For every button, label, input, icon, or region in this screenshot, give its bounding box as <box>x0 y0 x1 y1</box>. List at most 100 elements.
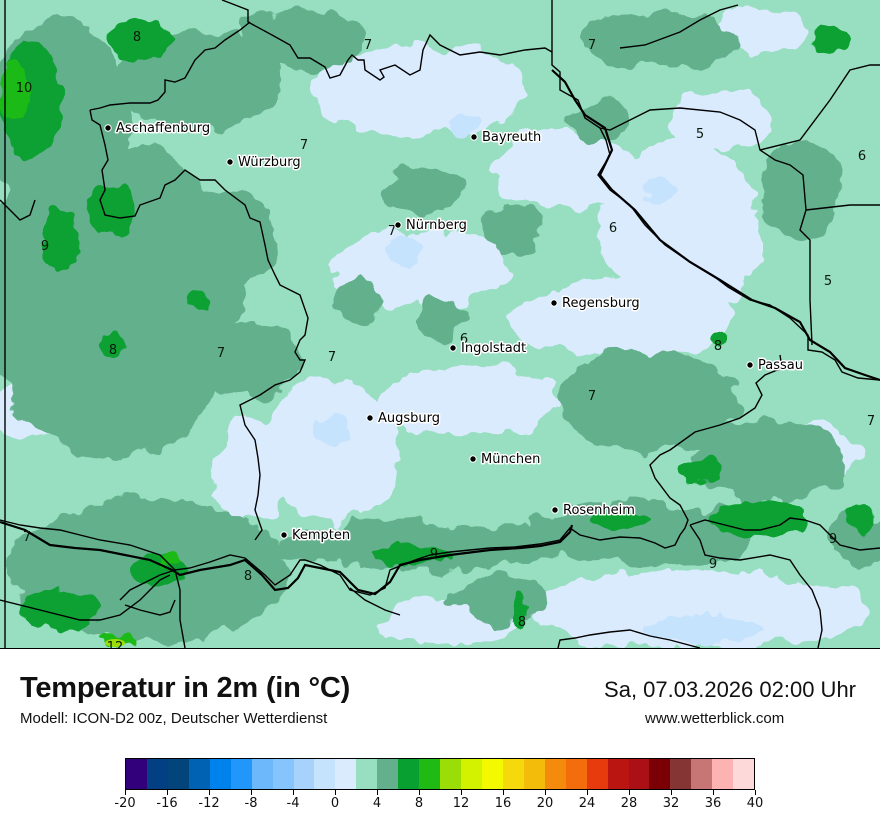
colorbar-tick-label: -16 <box>156 796 178 811</box>
colorbar-segment <box>607 759 629 789</box>
colorbar-segment <box>209 759 231 789</box>
colorbar-tick <box>670 790 672 795</box>
city-label: Passau <box>758 358 803 373</box>
contour-label: 8 <box>133 30 141 45</box>
city-label: Aschaffenburg <box>116 121 210 136</box>
colorbar-tick <box>754 790 756 795</box>
colorbar-tick <box>292 790 294 795</box>
contour-label: 7 <box>300 138 308 153</box>
contour-label: 7 <box>217 346 225 361</box>
colorbar-tick-label: 8 <box>414 796 424 811</box>
city-marker: Bayreuth <box>470 129 543 147</box>
city-dot-icon <box>104 124 112 132</box>
contour-label: 7 <box>588 38 596 53</box>
contour-label: 8 <box>109 343 117 358</box>
chart-title: Temperatur in 2m (in °C) <box>20 672 351 704</box>
colorbar-segment <box>377 759 399 789</box>
colorbar-segment <box>419 759 441 789</box>
city-marker: Würzburg <box>226 154 302 172</box>
contour-label: 7 <box>364 38 372 53</box>
colorbar-segment <box>649 759 671 789</box>
contour-label: 7 <box>328 350 336 365</box>
colorbar-ticks: -20 -16 -12 -8 -4 0 4 8 12 16 20 24 28 32 36 40 <box>114 790 763 820</box>
city-label: Regensburg <box>562 296 640 311</box>
city-dot-icon <box>449 344 457 352</box>
temperature-colorbar <box>125 758 755 790</box>
city-marker: Regensburg <box>550 295 641 313</box>
city-label: Rosenheim <box>563 503 635 518</box>
colorbar-tick <box>628 790 630 795</box>
colorbar-segment <box>335 759 357 789</box>
contour-label: 7 <box>388 224 396 239</box>
contour-label: 8 <box>244 569 252 584</box>
map-footer <box>0 649 880 830</box>
colorbar-tick <box>544 790 546 795</box>
colorbar-tick <box>334 790 336 795</box>
contour-label: 9 <box>41 239 49 254</box>
colorbar-segment <box>733 759 755 789</box>
city-label: Augsburg <box>378 411 440 426</box>
colorbar-tick-label: 36 <box>704 796 722 811</box>
colorbar-segment <box>502 759 524 789</box>
contour-label: 7 <box>23 530 31 545</box>
colorbar-segment <box>146 759 168 789</box>
contour-labels: 8 10 7 7 7 5 6 9 7 6 5 6 8 7 7 8 7 7 7 9 9 9 8 8 12 <box>16 30 875 648</box>
colorbar-tick-label: 24 <box>578 796 596 811</box>
contour-label: 5 <box>696 127 704 142</box>
city-dot-icon <box>470 133 478 141</box>
city-marker: Nürnberg <box>394 217 468 235</box>
city-marker: Passau <box>746 357 804 375</box>
country-borders <box>0 69 880 596</box>
colorbar-segment <box>251 759 273 789</box>
contour-label: 10 <box>16 81 33 96</box>
city-label: Würzburg <box>238 155 301 170</box>
colorbar-tick-label: 16 <box>494 796 512 811</box>
colorbar-segment <box>167 759 189 789</box>
city-dot-icon <box>366 414 374 422</box>
colorbar-segment <box>481 759 503 789</box>
colorbar-tick-label: -20 <box>114 796 136 811</box>
colorbar-segment <box>586 759 608 789</box>
colorbar-segment <box>691 759 713 789</box>
city-markers: Aschaffenburg Würzburg Bayreuth Nürnberg Reg… <box>104 120 804 545</box>
colorbar-tick-label: 32 <box>662 796 680 811</box>
contour-label: 5 <box>824 274 832 289</box>
city-label: Kempten <box>292 528 350 543</box>
city-label: Nürnberg <box>406 218 467 233</box>
colorbar-segment <box>293 759 315 789</box>
city-dot-icon <box>394 221 402 229</box>
colorbar-segment <box>712 759 734 789</box>
model-source: Modell: ICON-D2 00z, Deutscher Wetterdie… <box>20 710 328 727</box>
contour-label: 8 <box>714 339 722 354</box>
city-marker: Kempten <box>280 527 352 545</box>
colorbar-tick <box>166 790 168 795</box>
colorbar-tick <box>460 790 462 795</box>
colorbar-tick <box>712 790 714 795</box>
contour-label: 8 <box>518 615 526 630</box>
colorbar-tick <box>418 790 420 795</box>
forecast-datetime: Sa, 07.03.2026 02:00 Uhr <box>604 677 856 702</box>
temperature-map: 8 10 7 7 7 5 6 9 7 6 5 6 8 7 7 8 7 7 7 9 9 9 8 8 12 Aschaffenbur… <box>0 0 880 649</box>
colorbar-tick-label: 28 <box>620 796 638 811</box>
contour-label: 7 <box>588 389 596 404</box>
colorbar-tick <box>124 790 126 795</box>
city-marker: Ingolstadt <box>449 340 528 358</box>
contour-label: 6 <box>460 332 468 347</box>
city-label: München <box>481 452 540 467</box>
colorbar-tick <box>208 790 210 795</box>
city-dot-icon <box>551 506 559 514</box>
colorbar-segment <box>272 759 294 789</box>
colorbar-segment <box>398 759 420 789</box>
colorbar-segment <box>544 759 566 789</box>
colorbar-tick-label: 4 <box>372 796 382 811</box>
colorbar-segment <box>670 759 692 789</box>
contour-label: 6 <box>609 221 617 236</box>
contour-label: 7 <box>867 414 875 429</box>
contour-label: 6 <box>858 149 866 164</box>
mild-areas <box>0 10 880 640</box>
colorbar-tick-label: -12 <box>198 796 220 811</box>
city-dot-icon <box>746 361 754 369</box>
colorbar-tick-label: 20 <box>536 796 554 811</box>
city-dot-icon <box>280 531 288 539</box>
website-link[interactable]: www.wetterblick.com <box>645 710 785 727</box>
